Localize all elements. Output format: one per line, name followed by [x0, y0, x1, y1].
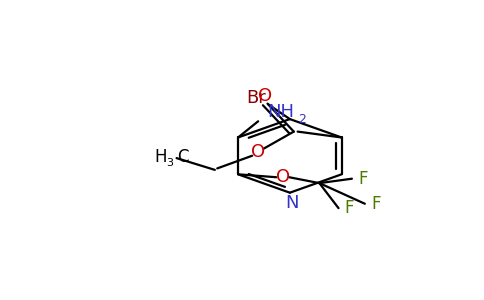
Text: N: N [286, 194, 299, 212]
Text: F: F [371, 195, 380, 213]
Text: H: H [154, 148, 167, 166]
Text: F: F [345, 199, 354, 217]
Text: O: O [276, 168, 290, 186]
Text: O: O [251, 143, 265, 161]
Text: NH: NH [267, 103, 294, 122]
Text: Br: Br [246, 89, 266, 107]
Text: F: F [358, 170, 368, 188]
Text: 3: 3 [166, 158, 173, 168]
Text: O: O [258, 87, 272, 105]
Text: 2: 2 [298, 113, 306, 126]
Text: C: C [178, 148, 189, 166]
